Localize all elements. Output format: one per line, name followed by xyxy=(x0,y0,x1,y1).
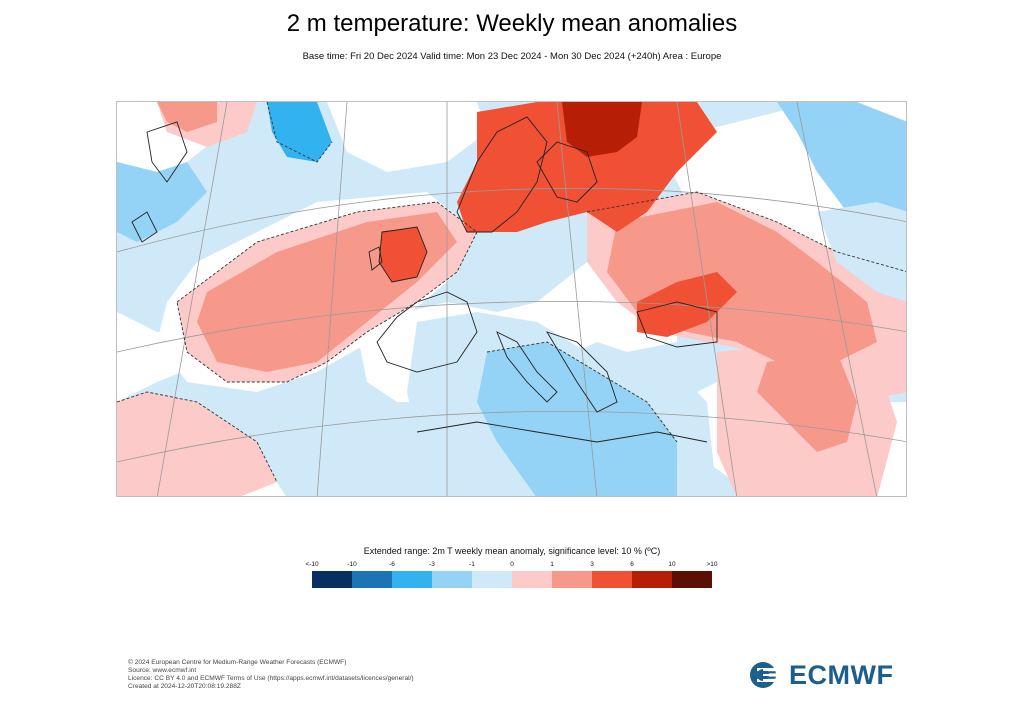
footer-created: Created at 2024-12-20T20:08:19.288Z xyxy=(128,683,241,690)
legend-swatch xyxy=(592,571,632,588)
legend-swatch xyxy=(432,571,472,588)
legend-title: Extended range: 2m T weekly mean anomaly… xyxy=(363,546,661,556)
region-warm-arctic-russia-dark xyxy=(562,102,642,157)
region-warm-scandinavia-strong xyxy=(457,102,717,232)
legend-tick: -6 xyxy=(389,561,395,568)
legend-swatch xyxy=(392,571,432,588)
legend-ticks: <-10 -10 -6 -3 -1 0 1 3 6 10 >10 xyxy=(305,561,717,571)
legend-colorbar xyxy=(312,571,712,588)
region-cold-mediterranean-mid xyxy=(477,342,677,496)
page-title: 2 m temperature: Weekly mean anomalies xyxy=(286,10,738,37)
legend-tick: >10 xyxy=(706,561,718,568)
legend-swatch xyxy=(512,571,552,588)
legend-tick: -10 xyxy=(347,561,357,568)
legend-swatch xyxy=(672,571,712,588)
legend-tick: 0 xyxy=(510,561,514,568)
anomaly-map xyxy=(116,101,907,497)
legend-tick: 10 xyxy=(668,561,676,568)
legend-swatch xyxy=(472,571,512,588)
legend-swatch xyxy=(632,571,672,588)
legend-tick: 6 xyxy=(630,561,634,568)
graticule xyxy=(117,102,906,496)
coastlines xyxy=(131,116,718,443)
legend-tick: 3 xyxy=(590,561,594,568)
significance-contours xyxy=(117,102,906,483)
region-warm-africa-light xyxy=(117,392,277,496)
footer-credits: © 2024 European Centre for Medium-Range … xyxy=(128,659,414,691)
legend-swatch xyxy=(552,571,592,588)
legend-tick: -3 xyxy=(429,561,435,568)
legend-swatch xyxy=(312,571,352,588)
region-cold-urals-light xyxy=(817,202,906,302)
logo-text: ECMWF xyxy=(789,659,894,690)
legend-tick: -1 xyxy=(469,561,475,568)
page-subtitle: Base time: Fri 20 Dec 2024 Valid time: M… xyxy=(302,51,722,62)
ecmwf-logo-icon xyxy=(750,662,783,688)
map-svg xyxy=(117,102,906,496)
ecmwf-logo[interactable]: ECMWF xyxy=(747,660,893,690)
region-cold-greenland-strong xyxy=(267,102,332,162)
region-warm-arabia-mid xyxy=(757,352,857,452)
legend-swatch xyxy=(352,571,392,588)
footer-licence[interactable]: Licence: CC BY 4.0 and ECMWF Terms of Us… xyxy=(128,675,414,682)
region-warm-greenland-mid xyxy=(157,102,217,132)
region-cold-labrador-mid xyxy=(117,162,207,242)
region-warm-uk-strong xyxy=(379,227,427,282)
region-cold-siberia-mid xyxy=(777,102,906,232)
legend-tick: <-10 xyxy=(305,561,319,568)
footer-copyright: © 2024 European Centre for Medium-Range … xyxy=(128,659,347,666)
footer-source[interactable]: Source: www.ecmwf.int xyxy=(128,667,197,674)
legend-tick: 1 xyxy=(550,561,554,568)
